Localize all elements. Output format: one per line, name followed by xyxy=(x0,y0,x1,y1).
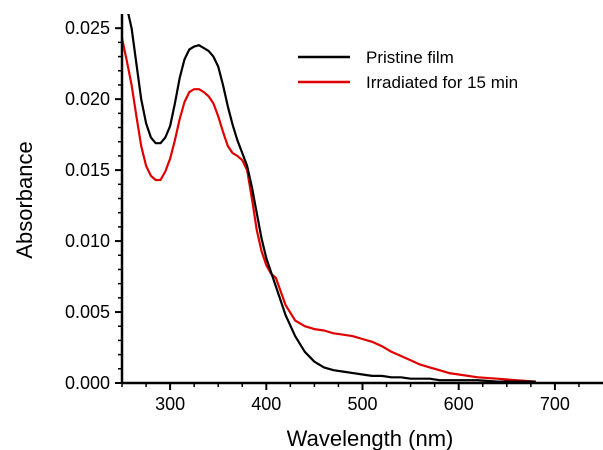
x-tick-label: 700 xyxy=(540,394,570,414)
y-tick-label: 0.010 xyxy=(65,231,110,251)
y-tick-label: 0.000 xyxy=(65,373,110,393)
x-tick-label: 400 xyxy=(251,394,281,414)
x-tick-label: 600 xyxy=(444,394,474,414)
y-tick-label: 0.015 xyxy=(65,160,110,180)
x-tick-label: 500 xyxy=(347,394,377,414)
series-line-irradiated xyxy=(122,37,536,383)
legend-label-pristine: Pristine film xyxy=(366,48,454,67)
y-tick-label: 0.020 xyxy=(65,89,110,109)
plot-lines xyxy=(122,14,536,383)
y-tick-label: 0.005 xyxy=(65,302,110,322)
y-tick-label: 0.025 xyxy=(65,18,110,38)
series-line-pristine xyxy=(127,14,536,383)
x-axis-title: Wavelength (nm) xyxy=(287,426,454,450)
y-axis-title: Absorbance xyxy=(12,141,37,258)
axes: 300 400 500 600 700 0.000 0.005 0.010 0.015 0.020… xyxy=(65,14,603,414)
legend: Pristine film Irradiated for 15 min xyxy=(298,48,518,92)
legend-label-irradiated: Irradiated for 15 min xyxy=(366,73,518,92)
x-tick-label: 300 xyxy=(155,394,185,414)
